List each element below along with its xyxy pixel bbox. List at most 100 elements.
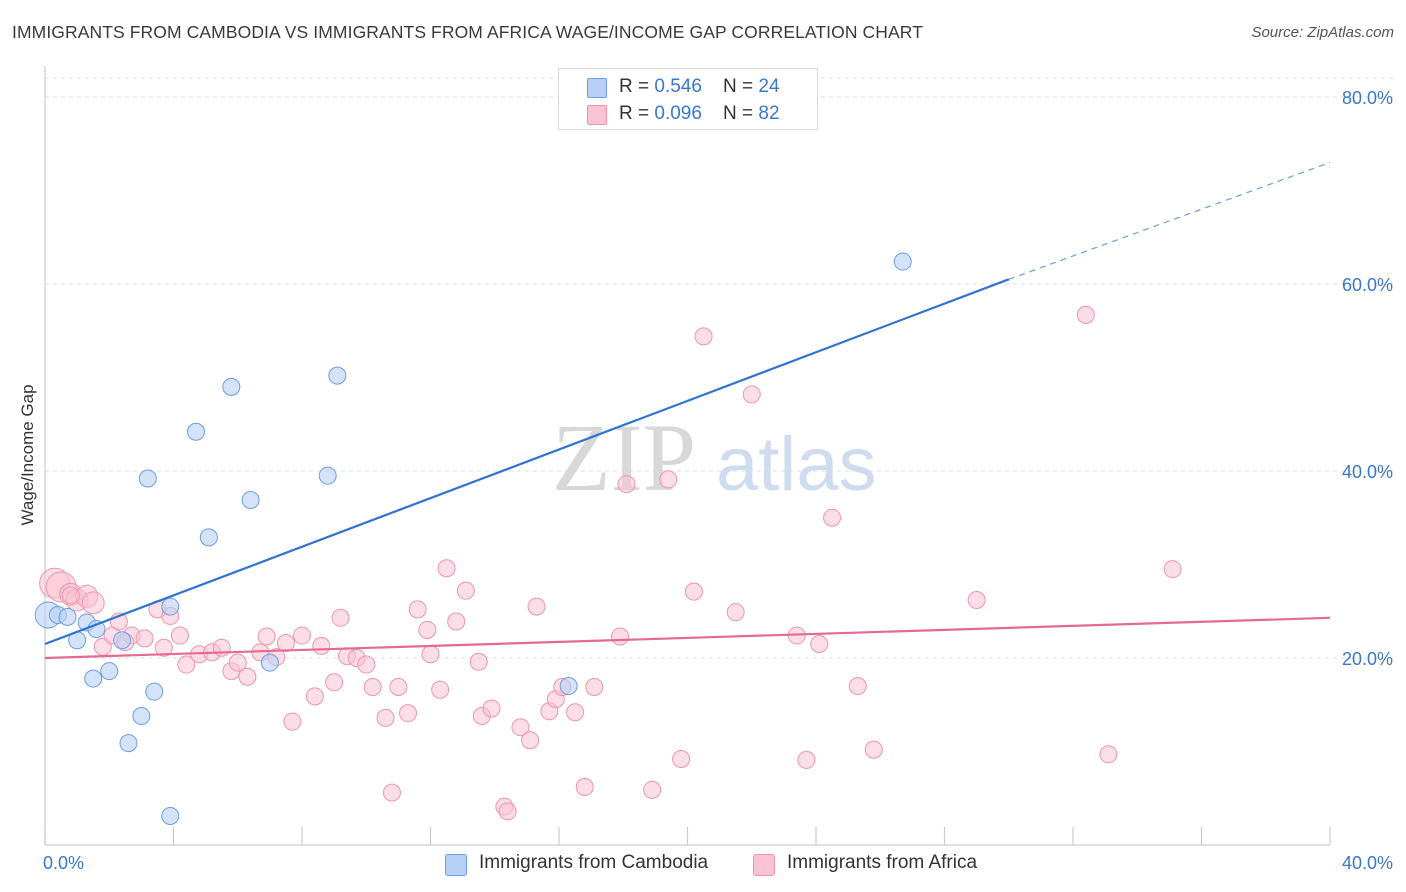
x-tick-label: 40.0%	[1342, 853, 1393, 873]
gridlines	[45, 77, 1393, 659]
cambodia-point	[100, 662, 119, 681]
cambodia-point	[87, 620, 106, 639]
africa-point	[363, 677, 382, 696]
africa-point	[797, 750, 816, 769]
africa-point	[469, 652, 488, 671]
africa-point	[566, 703, 585, 722]
cambodia-points	[34, 252, 912, 826]
cambodia-legend-swatch	[445, 854, 467, 876]
africa-point	[312, 636, 331, 655]
africa-point	[331, 608, 350, 627]
y-tick-label: 60.0%	[1342, 275, 1393, 295]
tick-labels: 20.0% 40.0% 60.0% 80.0% 0.0% 40.0%	[43, 88, 1393, 873]
n-value: 82	[758, 103, 780, 124]
y-axis-label: Wage/Income Gap	[18, 384, 37, 525]
r-value: 0.546	[654, 76, 702, 97]
cambodia-trend-extension	[1008, 161, 1331, 280]
africa-trend-line	[44, 616, 1331, 660]
africa-point	[376, 708, 395, 727]
africa-point	[726, 603, 745, 622]
africa-point	[684, 582, 703, 601]
n-label: N =	[723, 103, 759, 124]
cambodia-point	[893, 252, 912, 271]
cambodia-point	[318, 466, 337, 485]
africa-point	[389, 677, 408, 696]
africa-swatch	[587, 105, 607, 125]
africa-point	[823, 508, 842, 527]
cambodia-point	[328, 366, 347, 385]
r-label: R =	[619, 76, 655, 97]
trend-lines	[44, 161, 1331, 660]
africa-point	[498, 802, 517, 821]
cambodia-point	[241, 490, 260, 509]
africa-point	[177, 655, 196, 674]
r-label: R =	[619, 103, 655, 124]
cambodia-point	[145, 682, 164, 701]
cambodia-point	[113, 631, 132, 650]
cambodia-point	[161, 597, 180, 616]
africa-point	[672, 749, 691, 768]
africa-point	[575, 778, 594, 797]
cambodia-point	[84, 669, 103, 688]
watermark-atlas: atlas	[716, 422, 877, 507]
africa-point	[228, 653, 247, 672]
africa-point	[585, 677, 604, 696]
cambodia-point	[186, 422, 205, 441]
africa-point	[1163, 560, 1182, 579]
cambodia-point	[138, 469, 157, 488]
africa-point	[967, 591, 986, 610]
africa-point	[611, 627, 630, 646]
africa-point	[1076, 305, 1095, 324]
cambodia-legend-label: Immigrants from Cambodia	[479, 852, 709, 873]
africa-legend-label: Immigrants from Africa	[787, 852, 978, 873]
africa-point	[659, 470, 678, 489]
cambodia-point	[222, 377, 241, 396]
africa-point	[135, 629, 154, 648]
africa-point	[283, 712, 302, 731]
africa-point	[421, 645, 440, 664]
y-tick-label: 40.0%	[1342, 462, 1393, 482]
cambodia-point	[260, 653, 279, 672]
africa-point	[399, 704, 418, 723]
y-tick-label: 80.0%	[1342, 88, 1393, 108]
y-tick-label: 20.0%	[1342, 649, 1393, 669]
africa-point	[447, 612, 466, 631]
cambodia-point	[119, 734, 138, 753]
cambodia-point	[161, 807, 180, 826]
africa-point	[238, 667, 257, 686]
africa-point	[418, 620, 437, 639]
r-value: 0.096	[654, 103, 702, 124]
africa-legend-swatch	[753, 854, 775, 876]
africa-point	[357, 655, 376, 674]
africa-point	[521, 731, 540, 750]
cambodia-point	[199, 528, 218, 547]
africa-point	[305, 687, 324, 706]
africa-point	[617, 475, 636, 494]
africa-point	[643, 780, 662, 799]
africa-point	[170, 626, 189, 645]
africa-point	[293, 626, 311, 645]
cambodia-trend-line	[44, 278, 1010, 646]
africa-point	[431, 680, 450, 699]
africa-point	[694, 327, 713, 346]
africa-point	[848, 677, 867, 696]
axes	[44, 66, 1331, 846]
africa-point	[408, 600, 427, 619]
n-value: 24	[758, 76, 780, 97]
africa-point	[154, 638, 173, 657]
cambodia-point	[132, 706, 151, 725]
africa-point	[742, 385, 761, 404]
africa-point	[325, 673, 344, 692]
source-note: Source: ZipAtlas.com	[1251, 24, 1394, 41]
africa-point	[257, 627, 276, 646]
cambodia-point	[58, 607, 77, 626]
africa-point	[61, 586, 80, 605]
cambodia-swatch	[587, 78, 607, 98]
africa-point	[864, 740, 883, 759]
watermark-zip: ZIP	[552, 404, 696, 511]
series-legend: Immigrants from Cambodia Immigrants from…	[0, 852, 1406, 878]
africa-point	[810, 634, 829, 653]
chart-title: IMMIGRANTS FROM CAMBODIA VS IMMIGRANTS F…	[12, 22, 924, 42]
africa-points	[39, 305, 1182, 821]
